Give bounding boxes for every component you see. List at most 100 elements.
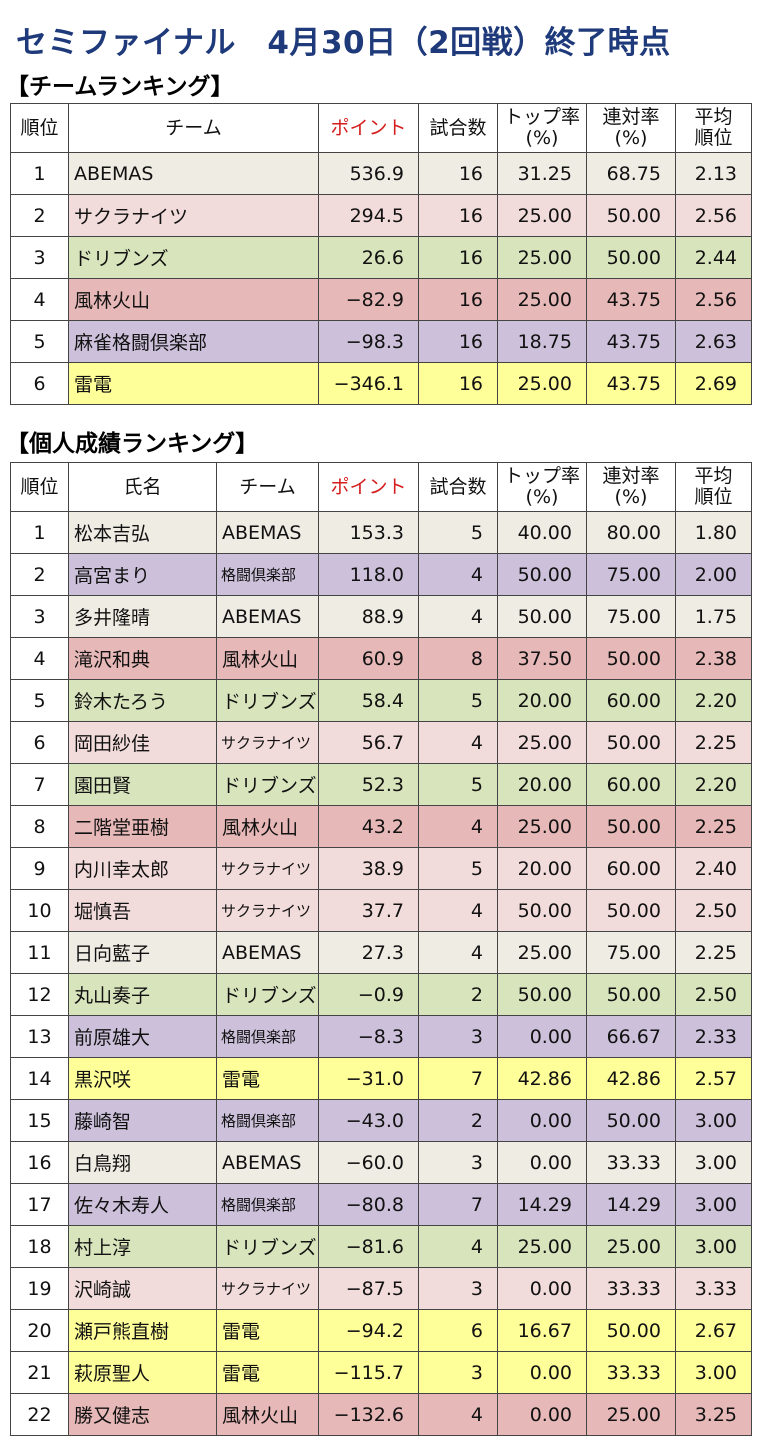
rentai-cell: 50.00	[586, 1309, 676, 1352]
top-rate-cell: 0.00	[497, 1015, 587, 1058]
name-cell: 佐々木寿人	[68, 1183, 217, 1226]
games-cell: 16	[418, 194, 498, 237]
avg-rank-cell: 2.67	[675, 1309, 752, 1352]
page-title: セミファイナル 4月30日（2回戦）終了時点	[16, 25, 671, 61]
team-cell: 格闘倶楽部	[216, 1183, 319, 1226]
points-cell: −115.7	[318, 1351, 419, 1394]
header-avg-rank: 平均 順位	[675, 103, 752, 153]
top-rate-cell: 0.00	[497, 1141, 587, 1184]
team-cell: ABEMAS	[216, 931, 319, 974]
table-row: 6 岡田紗佳 サクラナイツ 56.7 4 25.00 50.00 2.25	[10, 721, 752, 764]
rentai-cell: 33.33	[586, 1141, 676, 1184]
rentai-cell: 68.75	[586, 152, 676, 195]
team-cell: 風林火山	[216, 1393, 319, 1436]
rentai-cell: 50.00	[586, 805, 676, 848]
name-cell: 岡田紗佳	[68, 721, 217, 764]
avg-rank-cell: 2.56	[675, 194, 752, 237]
rank-cell: 21	[10, 1351, 69, 1394]
individual-table-header-row: 順位 氏名 チーム ポイント 試合数 トップ率 (%) 連対率 (%) 平均 順…	[10, 462, 752, 512]
table-row: 20 瀬戸熊直樹 雷電 −94.2 6 16.67 50.00 2.67	[10, 1309, 752, 1352]
name-cell: 瀬戸熊直樹	[68, 1309, 217, 1352]
rentai-cell: 66.67	[586, 1015, 676, 1058]
rank-cell: 6	[10, 362, 69, 405]
name-cell: 勝又健志	[68, 1393, 217, 1436]
points-cell: 38.9	[318, 847, 419, 890]
table-row: 22 勝又健志 風林火山 −132.6 4 0.00 25.00 3.25	[10, 1393, 752, 1436]
rentai-cell: 60.00	[586, 679, 676, 722]
team-cell: ドリブンズ	[216, 973, 319, 1016]
header-games: 試合数	[418, 462, 498, 512]
table-row: 11 日向藍子 ABEMAS 27.3 4 25.00 75.00 2.25	[10, 931, 752, 974]
games-cell: 5	[418, 679, 498, 722]
table-row: 13 前原雄大 格闘倶楽部 −8.3 3 0.00 66.67 2.33	[10, 1015, 752, 1058]
rentai-cell: 80.00	[586, 511, 676, 554]
rentai-cell: 50.00	[586, 889, 676, 932]
avg-rank-cell: 2.50	[675, 889, 752, 932]
table-row: 5 鈴木たろう ドリブンズ 58.4 5 20.00 60.00 2.20	[10, 679, 752, 722]
points-cell: 153.3	[318, 511, 419, 554]
points-cell: 118.0	[318, 553, 419, 596]
rank-cell: 20	[10, 1309, 69, 1352]
games-cell: 7	[418, 1183, 498, 1226]
avg-rank-cell: 2.20	[675, 763, 752, 806]
team-ranking-table: 順位 チーム ポイント 試合数 トップ率 (%) 連対率 (%) 平均 順位 1…	[10, 103, 752, 405]
team-cell: 雷電	[216, 1309, 319, 1352]
team-cell: 雷電	[216, 1057, 319, 1100]
avg-rank-cell: 1.75	[675, 595, 752, 638]
games-cell: 16	[418, 278, 498, 321]
rank-cell: 1	[10, 511, 69, 554]
rank-cell: 4	[10, 637, 69, 680]
table-row: 17 佐々木寿人 格闘倶楽部 −80.8 7 14.29 14.29 3.00	[10, 1183, 752, 1226]
rentai-cell: 25.00	[586, 1225, 676, 1268]
avg-rank-cell: 2.50	[675, 973, 752, 1016]
table-row: 4 滝沢和典 風林火山 60.9 8 37.50 50.00 2.38	[10, 637, 752, 680]
team-cell: 風林火山	[216, 637, 319, 680]
table-row: 5 麻雀格闘倶楽部 −98.3 16 18.75 43.75 2.63	[10, 320, 752, 363]
rentai-cell: 50.00	[586, 1099, 676, 1142]
rank-cell: 18	[10, 1225, 69, 1268]
name-cell: 内川幸太郎	[68, 847, 217, 890]
table-row: 3 ドリブンズ 26.6 16 25.00 50.00 2.44	[10, 236, 752, 279]
team-cell: ABEMAS	[216, 1141, 319, 1184]
header-points: ポイント	[318, 103, 419, 153]
team-ranking-heading: 【チームランキング】	[6, 74, 234, 100]
top-rate-cell: 20.00	[497, 847, 587, 890]
rank-cell: 6	[10, 721, 69, 764]
avg-rank-cell: 3.33	[675, 1267, 752, 1310]
top-rate-cell: 0.00	[497, 1393, 587, 1436]
rentai-cell: 43.75	[586, 278, 676, 321]
top-rate-cell: 20.00	[497, 679, 587, 722]
rank-cell: 14	[10, 1057, 69, 1100]
avg-rank-cell: 3.00	[675, 1141, 752, 1184]
points-cell: −8.3	[318, 1015, 419, 1058]
games-cell: 3	[418, 1015, 498, 1058]
points-cell: 88.9	[318, 595, 419, 638]
avg-rank-cell: 3.25	[675, 1393, 752, 1436]
table-row: 14 黒沢咲 雷電 −31.0 7 42.86 42.86 2.57	[10, 1057, 752, 1100]
games-cell: 3	[418, 1267, 498, 1310]
rentai-cell: 75.00	[586, 595, 676, 638]
name-cell: 日向藍子	[68, 931, 217, 974]
top-rate-cell: 50.00	[497, 889, 587, 932]
avg-rank-cell: 3.00	[675, 1099, 752, 1142]
games-cell: 4	[418, 1393, 498, 1436]
avg-rank-cell: 3.00	[675, 1351, 752, 1394]
rank-cell: 13	[10, 1015, 69, 1058]
points-cell: −132.6	[318, 1393, 419, 1436]
games-cell: 4	[418, 1225, 498, 1268]
team-cell: 雷電	[68, 362, 319, 405]
table-row: 2 高宮まり 格闘倶楽部 118.0 4 50.00 75.00 2.00	[10, 553, 752, 596]
top-rate-cell: 25.00	[497, 194, 587, 237]
table-row: 2 サクラナイツ 294.5 16 25.00 50.00 2.56	[10, 194, 752, 237]
header-rank: 順位	[10, 103, 69, 153]
rank-cell: 2	[10, 553, 69, 596]
table-row: 16 白鳥翔 ABEMAS −60.0 3 0.00 33.33 3.00	[10, 1141, 752, 1184]
rentai-cell: 25.00	[586, 1393, 676, 1436]
top-rate-cell: 50.00	[497, 595, 587, 638]
avg-rank-cell: 1.80	[675, 511, 752, 554]
rank-cell: 16	[10, 1141, 69, 1184]
points-cell: −43.0	[318, 1099, 419, 1142]
top-rate-cell: 50.00	[497, 553, 587, 596]
top-rate-cell: 20.00	[497, 763, 587, 806]
top-rate-cell: 37.50	[497, 637, 587, 680]
